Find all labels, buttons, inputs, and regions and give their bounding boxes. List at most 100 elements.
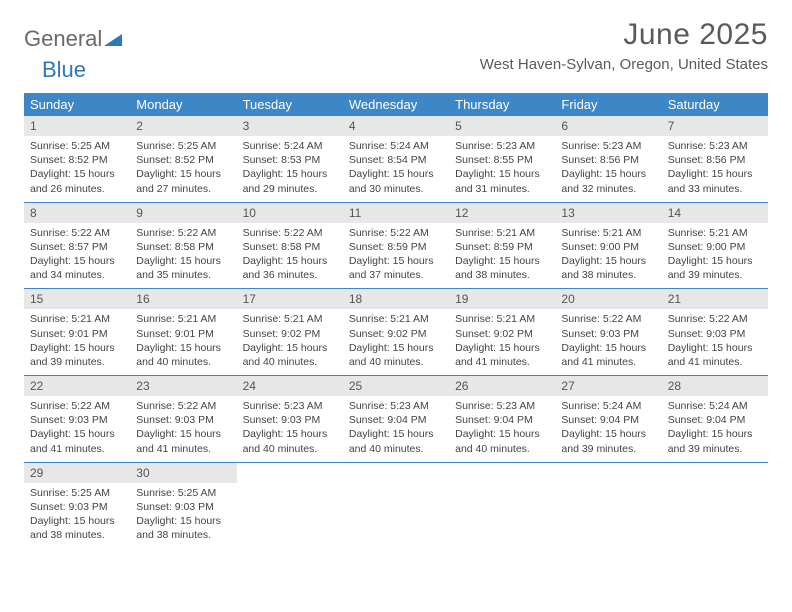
day-body: Sunrise: 5:23 AMSunset: 8:55 PMDaylight:…: [449, 136, 555, 202]
daylight-text: Daylight: 15 hours and 30 minutes.: [349, 167, 443, 195]
sunset-text: Sunset: 8:55 PM: [455, 153, 549, 167]
day-cell: 30Sunrise: 5:25 AMSunset: 9:03 PMDayligh…: [130, 463, 236, 549]
day-body: Sunrise: 5:23 AMSunset: 9:03 PMDaylight:…: [237, 396, 343, 462]
dow-monday: Monday: [130, 93, 236, 116]
daylight-text: Daylight: 15 hours and 39 minutes.: [668, 427, 762, 455]
sunrise-text: Sunrise: 5:22 AM: [349, 226, 443, 240]
daylight-text: Daylight: 15 hours and 40 minutes.: [136, 341, 230, 369]
day-cell: 15Sunrise: 5:21 AMSunset: 9:01 PMDayligh…: [24, 289, 130, 375]
day-number: 28: [662, 376, 768, 396]
week-row: 8 Sunrise: 5:22 AM Sunset: 8:57 PM Daylight…: [24, 203, 768, 290]
day-body: Sunrise: 5:25 AMSunset: 9:03 PMDaylight:…: [24, 483, 130, 549]
day-cell: 2Sunrise: 5:25 AMSunset: 8:52 PMDaylight…: [130, 116, 236, 202]
sunset-text: Sunset: 9:00 PM: [561, 240, 655, 254]
sunrise-text: Sunrise: 5:21 AM: [455, 312, 549, 326]
day-cell: 18Sunrise: 5:21 AMSunset: 9:02 PMDayligh…: [343, 289, 449, 375]
sunrise-text: Sunrise: 5:25 AM: [136, 486, 230, 500]
day-number: 8: [24, 203, 130, 223]
sunset-text: Sunset: 8:57 PM: [30, 240, 124, 254]
day-body: Sunrise: 5:25 AMSunset: 9:03 PMDaylight:…: [130, 483, 236, 549]
day-number: 12: [449, 203, 555, 223]
day-body: Sunrise: 5:23 AMSunset: 8:56 PMDaylight:…: [555, 136, 661, 202]
page-title: June 2025: [480, 18, 768, 52]
daylight-text: Daylight: 15 hours and 32 minutes.: [561, 167, 655, 195]
day-body: Sunrise: 5:22 AMSunset: 8:59 PMDaylight:…: [343, 223, 449, 289]
sunrise-text: Sunrise: 5:21 AM: [455, 226, 549, 240]
day-cell: 11Sunrise: 5:22 AMSunset: 8:59 PMDayligh…: [343, 203, 449, 289]
day-body: Sunrise: 5:22 AMSunset: 9:03 PMDaylight:…: [24, 396, 130, 462]
sunset-text: Sunset: 8:56 PM: [668, 153, 762, 167]
day-body: Sunrise: 5:24 AMSunset: 9:04 PMDaylight:…: [555, 396, 661, 462]
day-number: 7: [662, 116, 768, 136]
daylight-text: Daylight: 15 hours and 36 minutes.: [243, 254, 337, 282]
brand-word-1: General: [24, 26, 102, 52]
daylight-text: Daylight: 15 hours and 29 minutes.: [243, 167, 337, 195]
day-body: Sunrise: 5:24 AMSunset: 8:53 PMDaylight:…: [237, 136, 343, 202]
calendar-page: General June 2025 West Haven-Sylvan, Ore…: [0, 0, 792, 548]
sunrise-text: Sunrise: 5:22 AM: [243, 226, 337, 240]
day-body: Sunrise: 5:25 AMSunset: 8:52 PMDaylight:…: [24, 136, 130, 202]
week-row: 29Sunrise: 5:25 AMSunset: 9:03 PMDayligh…: [24, 463, 768, 549]
daylight-text: Daylight: 15 hours and 41 minutes.: [561, 341, 655, 369]
daylight-text: Daylight: 15 hours and 31 minutes.: [455, 167, 549, 195]
day-cell: 10Sunrise: 5:22 AMSunset: 8:58 PMDayligh…: [237, 203, 343, 289]
dow-saturday: Saturday: [662, 93, 768, 116]
week-row: 15Sunrise: 5:21 AMSunset: 9:01 PMDayligh…: [24, 289, 768, 376]
day-body: Sunrise: 5:21 AMSunset: 9:02 PMDaylight:…: [237, 309, 343, 375]
sunrise-text: Sunrise: 5:22 AM: [561, 312, 655, 326]
day-cell: 8Sunrise: 5:22 AMSunset: 8:57 PMDaylight…: [24, 203, 130, 289]
sunset-text: Sunset: 9:02 PM: [349, 327, 443, 341]
day-body: Sunrise: 5:24 AMSunset: 9:04 PMDaylight:…: [662, 396, 768, 462]
sunset-text: Sunset: 8:58 PM: [243, 240, 337, 254]
day-number: 1: [24, 116, 130, 136]
day-number: 11: [343, 203, 449, 223]
day-number: 6: [555, 116, 661, 136]
day-cell: 6Sunrise: 5:23 AMSunset: 8:56 PMDaylight…: [555, 116, 661, 202]
sunrise-text: Sunrise: 5:22 AM: [136, 226, 230, 240]
day-cell: 17Sunrise: 5:21 AMSunset: 9:02 PMDayligh…: [237, 289, 343, 375]
sunrise-text: Sunrise: 5:21 AM: [349, 312, 443, 326]
day-cell: 3Sunrise: 5:24 AMSunset: 8:53 PMDaylight…: [237, 116, 343, 202]
day-number: 4: [343, 116, 449, 136]
day-cell: [555, 463, 661, 549]
sunset-text: Sunset: 9:02 PM: [455, 327, 549, 341]
sunset-text: Sunset: 8:54 PM: [349, 153, 443, 167]
daylight-text: Daylight: 15 hours and 26 minutes.: [30, 167, 124, 195]
day-body: Sunrise: 5:22 AMSunset: 8:58 PMDaylight:…: [237, 223, 343, 289]
sunset-text: Sunset: 8:59 PM: [455, 240, 549, 254]
sunrise-text: Sunrise: 5:23 AM: [561, 139, 655, 153]
sunrise-text: Sunrise: 5:21 AM: [136, 312, 230, 326]
day-cell: [449, 463, 555, 549]
sunset-text: Sunset: 9:01 PM: [136, 327, 230, 341]
daylight-text: Daylight: 15 hours and 33 minutes.: [668, 167, 762, 195]
sunset-text: Sunset: 9:03 PM: [668, 327, 762, 341]
dow-sunday: Sunday: [24, 93, 130, 116]
day-body: Sunrise: 5:21 AMSunset: 9:02 PMDaylight:…: [449, 309, 555, 375]
sunset-text: Sunset: 8:53 PM: [243, 153, 337, 167]
sunrise-text: Sunrise: 5:23 AM: [243, 399, 337, 413]
day-cell: 23Sunrise: 5:22 AMSunset: 9:03 PMDayligh…: [130, 376, 236, 462]
day-number: 14: [662, 203, 768, 223]
day-number: 2: [130, 116, 236, 136]
day-cell: 25Sunrise: 5:23 AMSunset: 9:04 PMDayligh…: [343, 376, 449, 462]
day-cell: 29Sunrise: 5:25 AMSunset: 9:03 PMDayligh…: [24, 463, 130, 549]
day-cell: [343, 463, 449, 549]
day-cell: 1Sunrise: 5:25 AMSunset: 8:52 PMDaylight…: [24, 116, 130, 202]
sunrise-text: Sunrise: 5:24 AM: [561, 399, 655, 413]
sunrise-text: Sunrise: 5:23 AM: [455, 399, 549, 413]
daylight-text: Daylight: 15 hours and 27 minutes.: [136, 167, 230, 195]
day-cell: 14Sunrise: 5:21 AMSunset: 9:00 PMDayligh…: [662, 203, 768, 289]
daylight-text: Daylight: 15 hours and 38 minutes.: [136, 514, 230, 542]
sunrise-text: Sunrise: 5:21 AM: [30, 312, 124, 326]
day-number: 20: [555, 289, 661, 309]
sunrise-text: Sunrise: 5:25 AM: [30, 486, 124, 500]
daylight-text: Daylight: 15 hours and 40 minutes.: [455, 427, 549, 455]
day-number: 17: [237, 289, 343, 309]
day-number: 3: [237, 116, 343, 136]
day-number: 5: [449, 116, 555, 136]
location-text: West Haven-Sylvan, Oregon, United States: [480, 56, 768, 73]
sunrise-text: Sunrise: 5:21 AM: [668, 226, 762, 240]
sunrise-text: Sunrise: 5:22 AM: [136, 399, 230, 413]
daylight-text: Daylight: 15 hours and 41 minutes.: [668, 341, 762, 369]
daylight-text: Daylight: 15 hours and 41 minutes.: [30, 427, 124, 455]
